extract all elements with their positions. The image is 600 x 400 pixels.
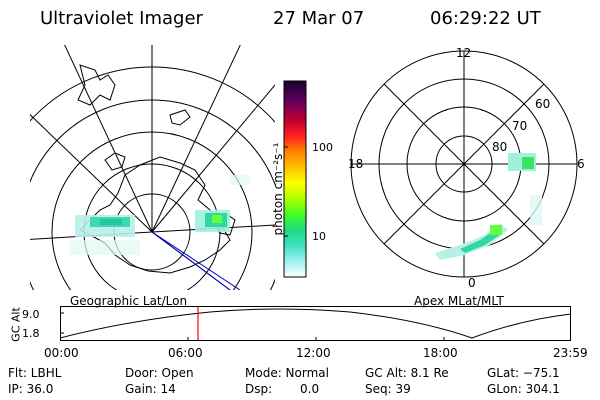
- geographic-map: [30, 45, 275, 290]
- aurora-emission-right: [435, 153, 542, 260]
- ip-info: IP: 36.0: [8, 382, 54, 396]
- magnetic-map: [350, 50, 578, 278]
- mlt-6-label: 6: [577, 157, 585, 171]
- door-info: Door: Open: [125, 366, 194, 380]
- colorbar-tick-100: 100: [312, 141, 333, 154]
- mode-info: Mode: Normal: [245, 366, 329, 380]
- dsp-label: Dsp:: [245, 382, 273, 396]
- left-map-caption: Geographic Lat/Lon: [70, 294, 188, 308]
- mlat-70-label: 70: [512, 119, 528, 133]
- mlt-0-label: 0: [468, 276, 476, 290]
- filter-info: Flt: LBHL: [8, 366, 62, 380]
- colorbar: [283, 80, 307, 278]
- right-map-caption: Apex MLat/MLT: [414, 294, 504, 308]
- gain-info: Gain: 14: [125, 382, 176, 396]
- x-tick-0600: 06:00: [168, 346, 203, 360]
- altitude-plot: [60, 306, 572, 341]
- mlt-18-label: 18: [348, 157, 364, 171]
- aurora-emission-left: [70, 175, 250, 255]
- alt-plot-ylabel: GC Alt: [9, 307, 23, 342]
- colorbar-unit-label: photon cm⁻²s⁻¹: [271, 142, 285, 236]
- alt-plot-ytop: 9.0: [22, 308, 40, 321]
- date-label: 27 Mar 07: [273, 8, 365, 29]
- x-tick-0000: 00:00: [44, 346, 79, 360]
- colorbar-tick-10: 10: [312, 230, 326, 243]
- mlat-80-label: 80: [492, 140, 508, 154]
- glon-info: GLon: 304.1: [487, 382, 560, 396]
- gc-alt-info: GC Alt: 8.1 Re: [365, 366, 449, 380]
- alt-plot-ybottom: 1.8: [22, 327, 40, 340]
- x-tick-1200: 12:00: [296, 346, 331, 360]
- time-label: 06:29:22 UT: [430, 8, 541, 29]
- seq-info: Seq: 39: [365, 382, 411, 396]
- dsp-value: 0.0: [300, 382, 320, 396]
- instrument-title: Ultraviolet Imager: [40, 8, 203, 29]
- x-tick-2359: 23:59: [553, 346, 588, 360]
- mlt-12-label: 12: [456, 46, 472, 60]
- x-tick-1800: 18:00: [423, 346, 458, 360]
- mlat-60-label: 60: [535, 97, 551, 111]
- glat-info: GLat: −75.1: [487, 366, 560, 380]
